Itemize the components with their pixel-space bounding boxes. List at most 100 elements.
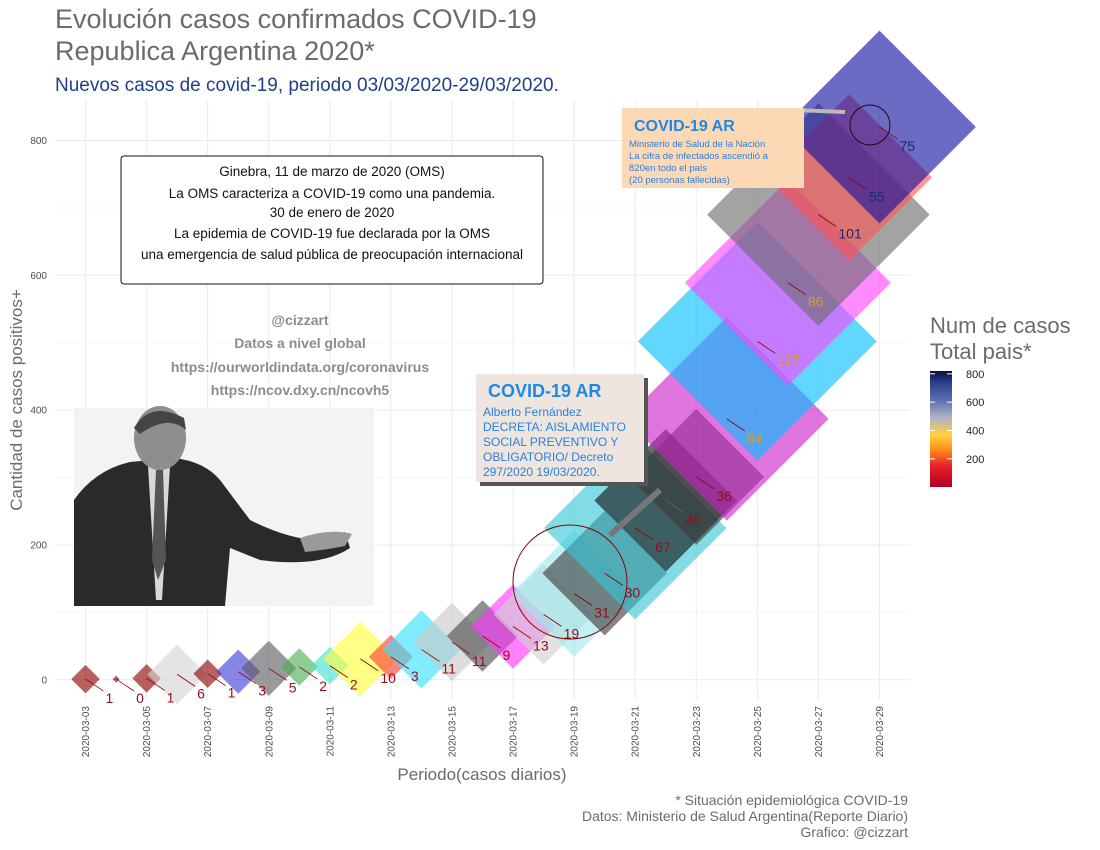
oms-line-3: 30 de enero de 2020 bbox=[270, 205, 395, 220]
data-label: 3 bbox=[258, 683, 266, 699]
label-leader bbox=[115, 678, 135, 692]
card-decreto-line-4: OBLIGATORIO/ Decreto bbox=[483, 450, 614, 464]
label-leader bbox=[848, 177, 868, 190]
legend-tick-label: 600 bbox=[966, 397, 984, 409]
x-tick-label: 2020-03-15 bbox=[447, 706, 458, 758]
credit-block: @cizzart Datos a nivel global https://ou… bbox=[171, 312, 429, 398]
card-ministerio-header: COVID-19 AR bbox=[634, 118, 735, 135]
x-tick-label: 2020-03-29 bbox=[875, 706, 886, 758]
legend-tick-label: 800 bbox=[966, 369, 984, 381]
data-label: 36 bbox=[716, 488, 732, 504]
data-label: 11 bbox=[472, 653, 487, 669]
label-leader bbox=[421, 649, 440, 662]
label-leader bbox=[512, 626, 532, 639]
data-label: 75 bbox=[899, 138, 915, 154]
legend-title-line-2: Total pais* bbox=[930, 339, 1032, 364]
y-tick-label: 0 bbox=[41, 675, 47, 686]
y-axis-ticks: 0 200 400 600 800 bbox=[30, 136, 47, 686]
data-label: 2 bbox=[350, 677, 358, 693]
label-leader bbox=[451, 641, 471, 655]
oms-line-1: Ginebra, 11 de marzo de 2020 (OMS) bbox=[219, 164, 445, 179]
x-tick-label: 2020-03-17 bbox=[509, 706, 520, 758]
label-leader bbox=[726, 418, 746, 432]
data-label: 9 bbox=[503, 647, 511, 663]
caption-line-1: * Situación epidemiológica COVID-19 bbox=[675, 792, 908, 808]
data-label: 101 bbox=[838, 226, 862, 242]
presidente-photo bbox=[74, 406, 374, 606]
label-leader bbox=[665, 500, 684, 513]
card-decreto-line-2: DECRETA: AISLAMIENTO bbox=[483, 420, 626, 434]
label-leader bbox=[757, 341, 776, 354]
card-ministerio-line-2: La cifra de infectados ascendió a bbox=[629, 151, 769, 162]
y-tick-label: 200 bbox=[30, 540, 47, 551]
label-leader bbox=[604, 572, 623, 586]
y-axis-title: Cantidad de casos positivos+ bbox=[7, 289, 26, 511]
data-label: 86 bbox=[808, 294, 824, 310]
caption-line-3: Grafico: @cizzart bbox=[800, 824, 908, 840]
card-ministerio-line-4: (20 personas fallecidas) bbox=[629, 175, 730, 186]
oms-line-5: una emergencia de salud pública de preoc… bbox=[141, 247, 523, 262]
label-leader bbox=[573, 593, 593, 606]
card-decreto-line-5: 297/2020 19/03/2020. bbox=[483, 465, 600, 479]
chart-title-line-1: Evolución casos confirmados COVID-19 bbox=[55, 4, 537, 34]
data-label: 31 bbox=[594, 604, 610, 620]
data-label: 30 bbox=[625, 584, 641, 600]
data-label: 6 bbox=[197, 685, 205, 701]
caption-line-2: Datos: Ministerio de Salud Argentina(Rep… bbox=[582, 808, 908, 824]
data-label: 84 bbox=[747, 430, 763, 446]
card-ministerio-line-1: Ministerio de Salud de la Nación bbox=[629, 139, 765, 150]
data-label: 117 bbox=[777, 352, 800, 368]
label-leader bbox=[482, 635, 501, 649]
label-leader bbox=[207, 673, 226, 687]
card-ministerio: COVID-19 AR Ministerio de Salud de la Na… bbox=[622, 108, 804, 188]
oms-line-4: La epidemia de COVID-19 fue declarada po… bbox=[174, 226, 490, 241]
x-tick-label: 2020-03-19 bbox=[570, 706, 581, 758]
x-axis-title: Periodo(casos diarios) bbox=[397, 765, 566, 784]
data-label: 67 bbox=[655, 539, 671, 555]
label-leader bbox=[237, 671, 257, 685]
chart-title-line-2: Republica Argentina 2020* bbox=[55, 36, 375, 66]
oms-annotation-box: Ginebra, 11 de marzo de 2020 (OMS) La OM… bbox=[120, 155, 544, 285]
x-tick-label: 2020-03-21 bbox=[631, 706, 642, 758]
legend: Num de casos Total pais* 200 400 600 800 bbox=[930, 313, 1071, 487]
oms-line-2: La OMS caracteriza a COVID-19 como una p… bbox=[169, 186, 495, 201]
oms-box-frame bbox=[120, 155, 544, 285]
legend-tick-label: 200 bbox=[966, 454, 984, 466]
highlight-circle-decreto bbox=[512, 524, 628, 640]
label-leader bbox=[390, 656, 410, 670]
data-label: 1 bbox=[228, 685, 236, 701]
x-tick-label: 2020-03-03 bbox=[81, 706, 92, 758]
data-label: 0 bbox=[136, 690, 144, 706]
data-label: 10 bbox=[380, 670, 396, 686]
card-connector-decreto bbox=[607, 487, 663, 538]
card-decreto-header: COVID-19 AR bbox=[488, 381, 601, 401]
data-label: 1 bbox=[106, 690, 114, 706]
legend-title-line-1: Num de casos bbox=[930, 313, 1071, 338]
x-tick-label: 2020-03-13 bbox=[386, 706, 397, 758]
legend-tick-label: 400 bbox=[966, 425, 984, 437]
x-tick-label: 2020-03-25 bbox=[753, 706, 764, 758]
label-leader bbox=[268, 667, 287, 681]
credit-line-2: Datos a nivel global bbox=[234, 335, 365, 351]
data-label: 1 bbox=[167, 689, 175, 705]
label-leader bbox=[787, 282, 807, 296]
label-leader bbox=[543, 614, 562, 627]
label-leader bbox=[360, 658, 379, 672]
legend-ticks: 200 400 600 800 bbox=[930, 369, 984, 466]
data-label: 19 bbox=[564, 625, 580, 641]
label-leader bbox=[329, 665, 349, 678]
credit-line-1: @cizzart bbox=[271, 312, 329, 328]
card-decreto: COVID-19 AR Alberto Fernández DECRETA: A… bbox=[476, 374, 648, 486]
y-tick-label: 600 bbox=[30, 271, 47, 282]
x-tick-label: 2020-03-23 bbox=[692, 706, 703, 758]
x-tick-label: 2020-03-05 bbox=[142, 706, 153, 758]
x-tick-label: 2020-03-09 bbox=[264, 706, 275, 758]
card-decreto-background bbox=[476, 374, 644, 482]
card-ministerio-background bbox=[622, 108, 804, 188]
data-label: 40 bbox=[686, 511, 702, 527]
data-label: 2 bbox=[319, 678, 327, 694]
x-tick-label: 2020-03-27 bbox=[814, 706, 825, 758]
photo-hand bbox=[300, 531, 352, 552]
label-leader bbox=[818, 214, 837, 227]
